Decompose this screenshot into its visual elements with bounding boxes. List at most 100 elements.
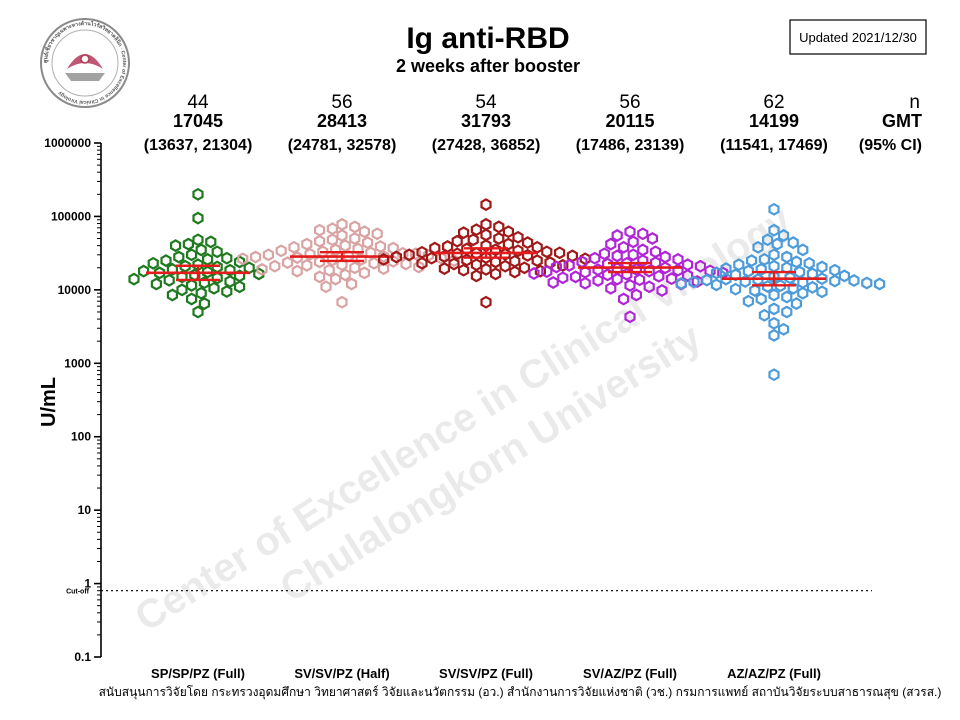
data-point	[630, 288, 642, 302]
data-point	[237, 252, 249, 266]
data-point	[480, 295, 492, 309]
data-point	[733, 258, 745, 272]
data-point	[768, 368, 780, 382]
data-point	[192, 305, 204, 319]
series-group	[528, 225, 729, 324]
data-point	[861, 276, 873, 290]
data-point	[490, 267, 502, 281]
data-point	[720, 272, 732, 286]
data-point	[349, 232, 361, 245]
data-point	[618, 240, 630, 254]
data-point	[243, 261, 255, 275]
data-point	[637, 227, 649, 241]
group-gmt: 17045	[173, 111, 223, 131]
data-point	[659, 250, 671, 264]
data-point	[470, 258, 482, 272]
data-point	[314, 223, 326, 237]
data-point	[282, 256, 294, 270]
data-point	[768, 288, 780, 302]
data-point	[451, 234, 463, 248]
data-point	[150, 277, 162, 291]
data-point	[314, 270, 326, 284]
data-point	[768, 259, 780, 273]
data-point	[816, 272, 828, 286]
data-point	[605, 281, 617, 295]
data-point	[598, 247, 610, 261]
data-point	[173, 250, 185, 264]
group-gmt: 31793	[461, 111, 511, 131]
category-label: SV/AZ/PZ (Full)	[583, 666, 677, 681]
data-point	[368, 256, 380, 270]
data-point	[211, 245, 223, 259]
data-point	[755, 292, 767, 306]
data-point	[320, 280, 332, 294]
data-point	[250, 250, 262, 264]
data-point	[467, 233, 479, 247]
data-point	[221, 285, 233, 298]
data-point	[762, 233, 774, 247]
watermark-line-2: Chulalongkorn University	[273, 315, 710, 611]
data-point	[752, 240, 764, 254]
data-point	[541, 265, 553, 279]
data-point	[461, 253, 473, 267]
data-point	[768, 248, 780, 262]
data-point	[694, 259, 706, 273]
data-point	[650, 245, 662, 259]
data-point	[624, 278, 636, 292]
group-ci: (27428, 36852)	[432, 137, 541, 154]
data-point	[480, 217, 492, 231]
data-point	[154, 266, 166, 280]
data-point	[618, 292, 630, 306]
data-point	[634, 273, 646, 287]
data-point	[480, 262, 492, 276]
data-point	[512, 230, 524, 244]
data-point	[326, 222, 338, 236]
data-point	[787, 236, 799, 250]
group-n: 56	[331, 92, 352, 113]
data-point	[291, 251, 303, 265]
data-point	[502, 237, 514, 251]
category-label: AZ/AZ/PZ (Full)	[727, 666, 821, 681]
data-point	[336, 217, 348, 231]
data-point	[768, 302, 780, 316]
group-ci: (24781, 32578)	[288, 137, 397, 154]
data-point	[557, 271, 569, 285]
data-point	[256, 262, 268, 276]
y-tick-label: 100	[71, 430, 91, 444]
data-point	[762, 280, 774, 293]
data-point	[147, 256, 159, 270]
data-point	[269, 259, 281, 273]
data-point	[211, 260, 223, 274]
data-point	[781, 305, 793, 319]
category-label: SP/SP/PZ (Full)	[151, 666, 245, 681]
data-point	[138, 264, 150, 278]
data-point	[531, 240, 543, 254]
data-point	[637, 243, 649, 257]
data-point	[816, 285, 828, 299]
data-point	[490, 255, 502, 269]
data-point	[653, 269, 665, 283]
data-point	[682, 269, 694, 282]
data-point	[378, 252, 390, 266]
group-n: 62	[763, 92, 784, 113]
data-point	[166, 288, 178, 302]
footer-funding-text: สนับสนุนการวิจัยโดย กระทรวงอุดมศึกษา วิท…	[99, 685, 942, 700]
y-tick-label: 1000	[64, 356, 91, 370]
data-point	[509, 254, 521, 268]
data-point	[208, 281, 220, 295]
data-point	[771, 237, 783, 251]
data-point	[323, 263, 335, 277]
data-point	[749, 284, 761, 297]
data-point	[470, 223, 482, 237]
data-point	[829, 263, 841, 277]
data-point	[301, 237, 313, 251]
data-point	[493, 220, 505, 234]
group-gmt: 14199	[749, 111, 799, 131]
data-point	[646, 232, 658, 245]
data-point	[774, 279, 786, 293]
series-group	[237, 217, 460, 309]
data-point	[675, 277, 687, 290]
data-point	[349, 220, 361, 234]
data-point	[403, 248, 415, 262]
